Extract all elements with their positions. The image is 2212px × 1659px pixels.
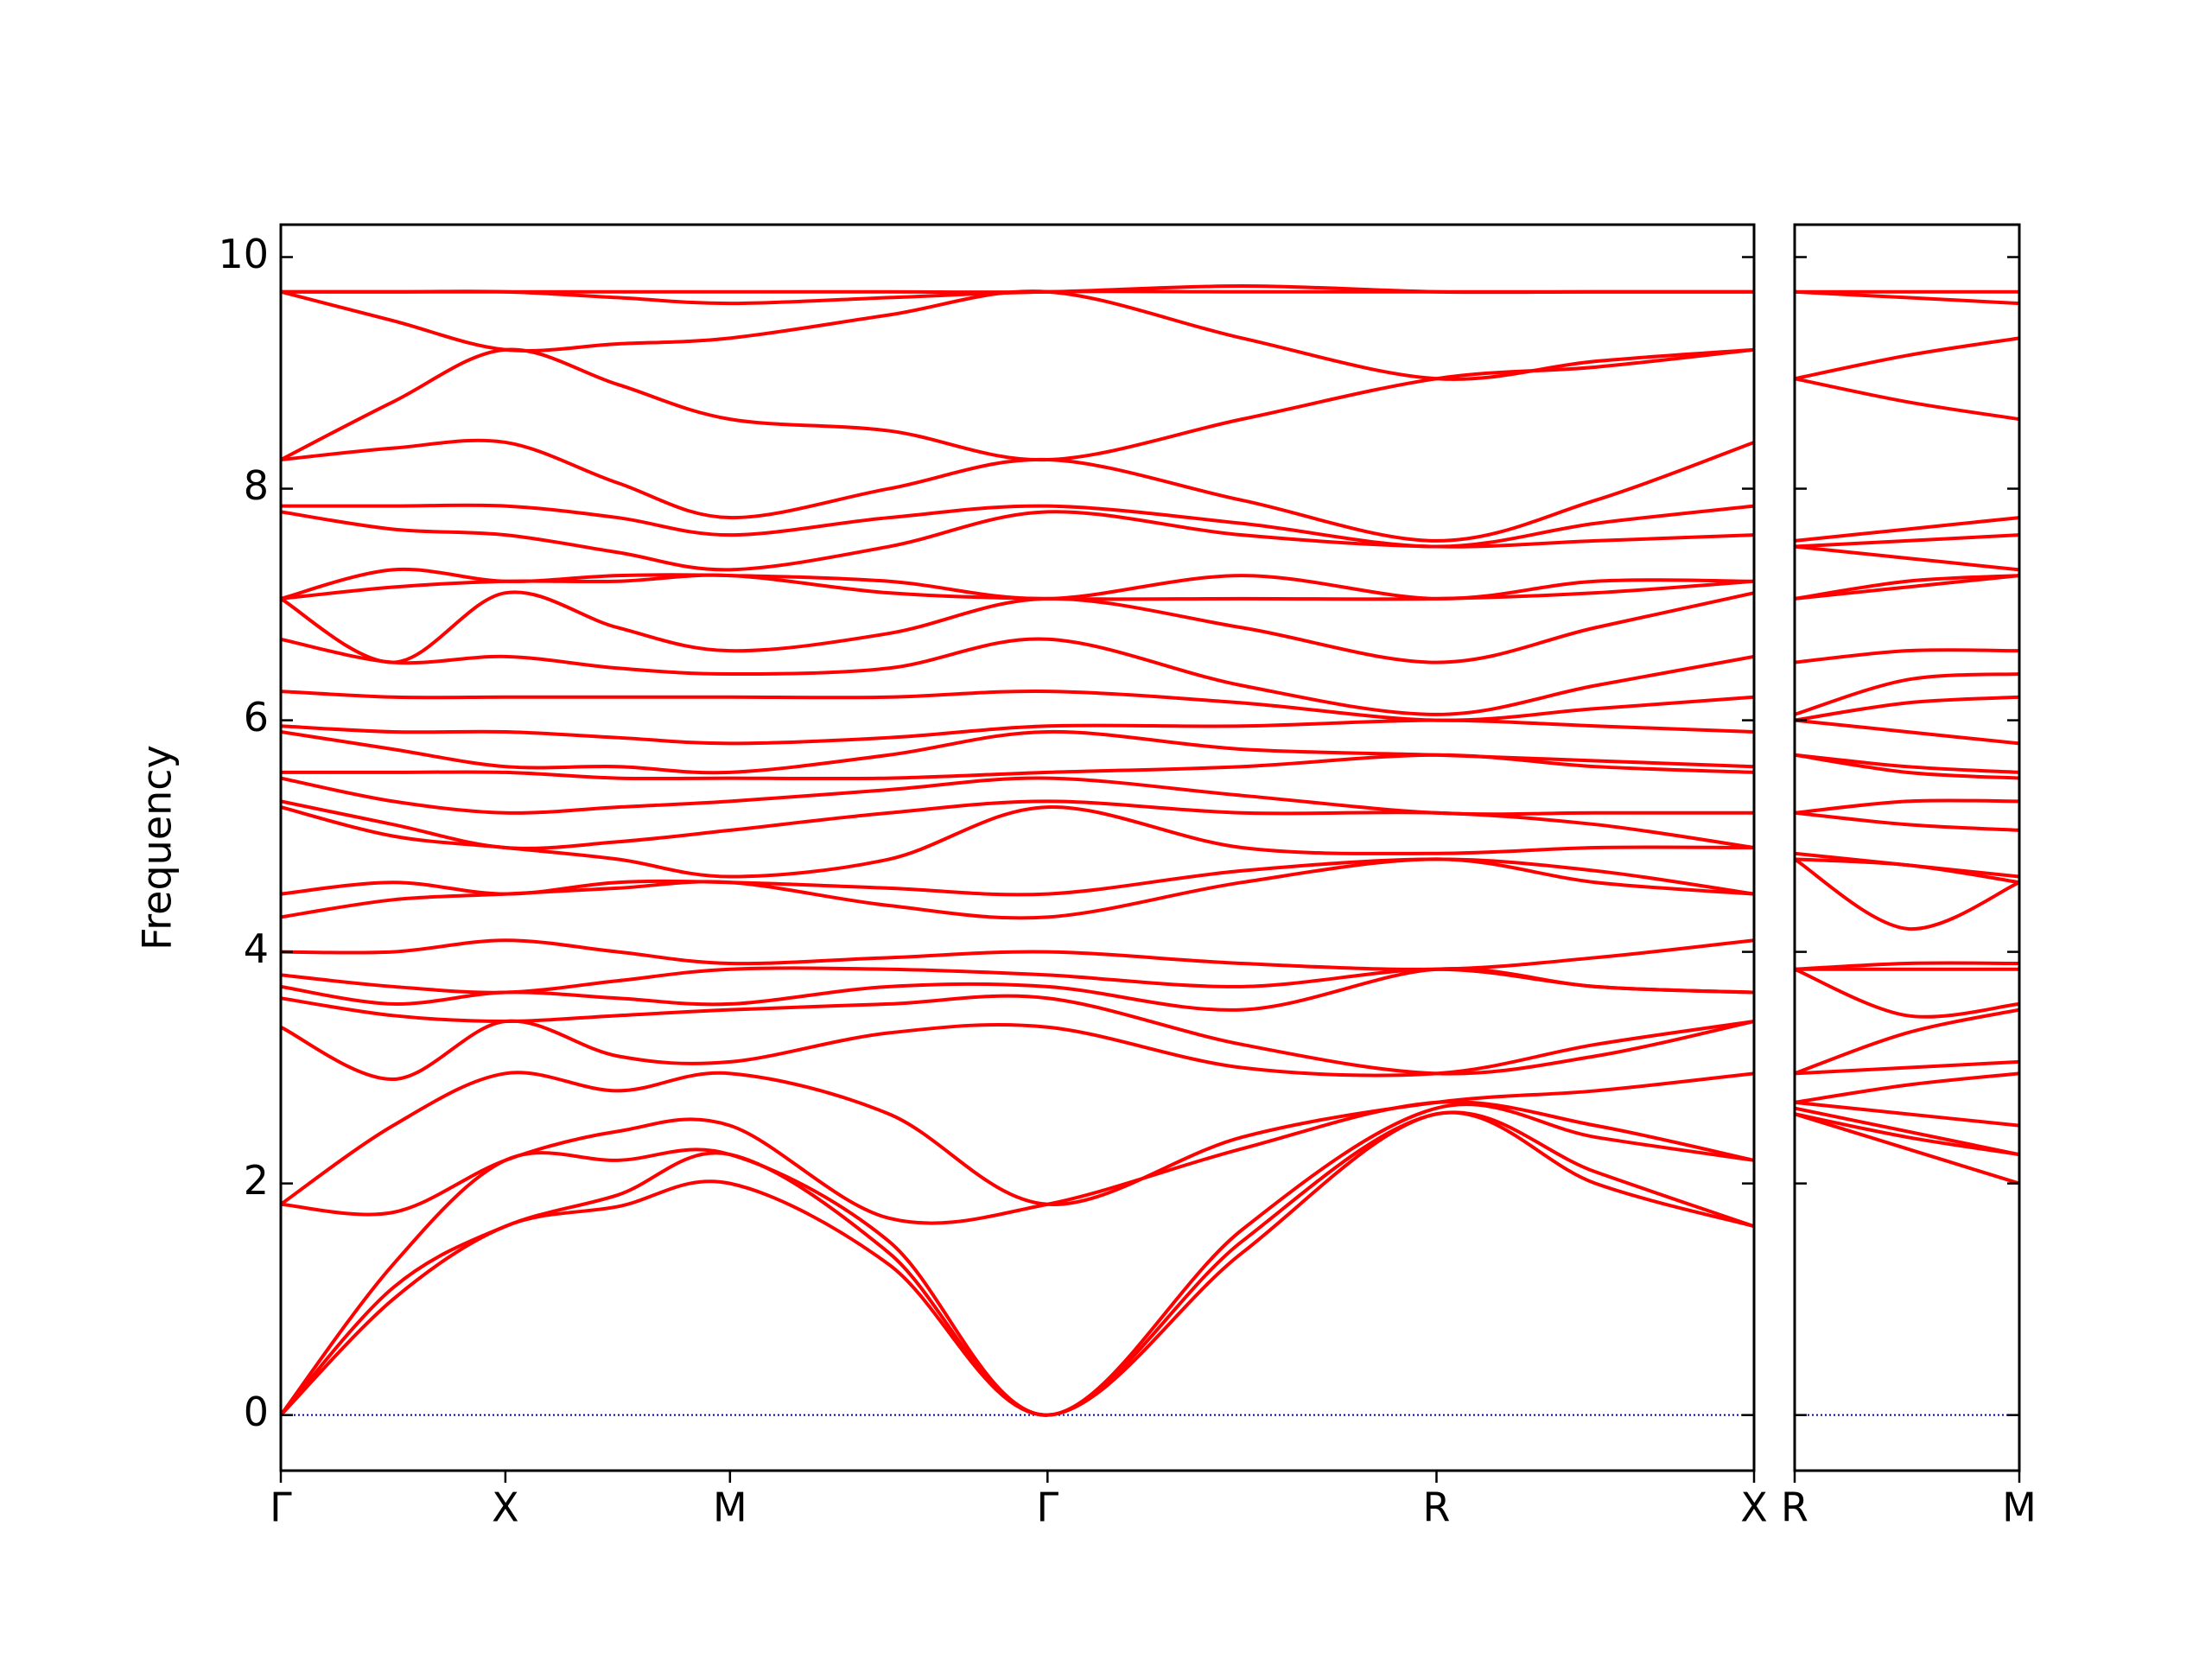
x-tick-label: Γ: [270, 1484, 292, 1531]
band-line: [281, 718, 1754, 746]
band-line: [1795, 1071, 2019, 1104]
x-tick-label: X: [492, 1484, 519, 1531]
band-line: [281, 1100, 1754, 1225]
band-line: [1795, 961, 2019, 971]
y-tick-label: 2: [244, 1157, 269, 1204]
band-line: [1795, 289, 2019, 306]
band-line: [1795, 810, 2019, 832]
band-line: [281, 857, 1754, 897]
band-line: [1795, 695, 2019, 722]
band-line: [1795, 967, 2019, 1019]
band-line: [281, 938, 1754, 971]
band-line: [281, 776, 1754, 817]
band-line: [1795, 377, 2019, 422]
band-line: [1795, 1007, 2019, 1076]
band-line: [1795, 533, 2019, 549]
band-line: [1795, 574, 2019, 601]
band-line: [281, 637, 1754, 716]
band-line: [1795, 857, 2019, 885]
band-line: [1795, 648, 2019, 664]
axes-frame: [279, 223, 1756, 1472]
x-tick-label: R: [1781, 1484, 1808, 1531]
plot-area: [281, 284, 1754, 1417]
y-tick-label: 8: [244, 462, 269, 509]
x-tick-label: M: [2002, 1484, 2037, 1531]
band-line: [281, 994, 1754, 1076]
band-line: [1795, 1112, 2019, 1185]
band-line: [281, 1103, 1754, 1417]
x-tick-label: R: [1423, 1484, 1451, 1531]
x-tick-label: Γ: [1037, 1484, 1059, 1531]
y-tick-label: 10: [218, 231, 269, 277]
band-line: [281, 1071, 1754, 1206]
x-tick-label: M: [713, 1484, 747, 1531]
band-line: [1795, 851, 2019, 879]
band-line: [1795, 753, 2019, 774]
y-tick-label: 0: [244, 1389, 269, 1435]
band-line: [1795, 1100, 2019, 1128]
band-line: [1795, 718, 2019, 746]
band-line: [281, 1110, 1754, 1417]
band-line: [281, 289, 1754, 381]
band-line: [281, 799, 1754, 850]
band-line: [281, 689, 1754, 722]
band-line: [281, 590, 1754, 664]
band-line: [281, 1110, 1754, 1417]
band-line: [281, 857, 1754, 920]
y-tick-label: 6: [244, 694, 269, 741]
plot-area: [1795, 289, 2019, 1416]
band-line: [1795, 574, 2019, 601]
band-line: [1795, 671, 2019, 716]
band-line: [1795, 798, 2019, 815]
band-line: [281, 347, 1754, 462]
band-line: [281, 966, 1754, 995]
band-line: [281, 573, 1754, 601]
axes-frame: [1793, 223, 2021, 1472]
x-tick-label: X: [1740, 1484, 1768, 1531]
band-line: [1795, 516, 2019, 543]
band-line: [281, 503, 1754, 549]
band-line: [281, 284, 1754, 295]
band-line: [281, 438, 1754, 543]
band-line: [281, 510, 1754, 572]
y-axis-label: Frequency: [134, 745, 181, 950]
band-line: [1795, 1059, 2019, 1076]
band-line: [1795, 857, 2019, 931]
band-line: [281, 1019, 1754, 1082]
band-line: [1795, 544, 2019, 572]
band-line: [281, 729, 1754, 775]
band-line: [1795, 336, 2019, 381]
band-line: [281, 567, 1754, 601]
band-line: [1795, 1106, 2019, 1157]
y-tick-label: 4: [244, 925, 269, 972]
